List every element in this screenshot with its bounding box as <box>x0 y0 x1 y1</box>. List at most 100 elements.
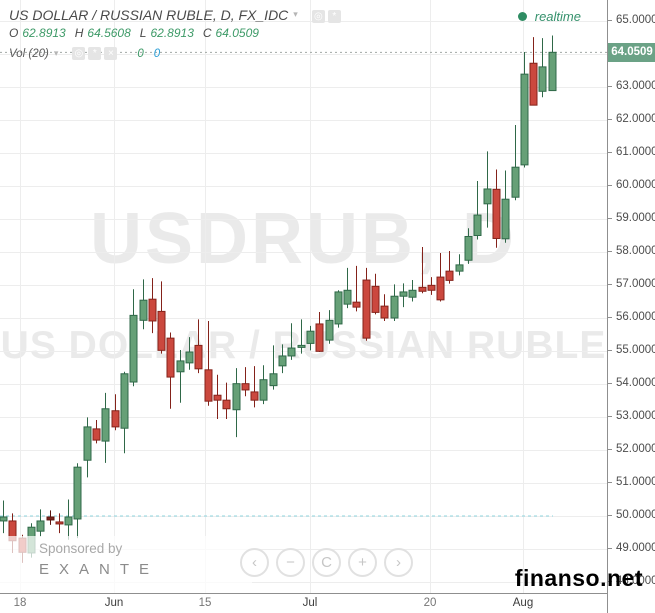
candle-down <box>436 276 445 301</box>
volume-label[interactable]: Vol (20) <box>9 47 49 60</box>
symbol-title[interactable]: US DOLLAR / RUSSIAN RUBLE, D, FX_IDC <box>9 6 289 23</box>
candle-down <box>46 516 55 521</box>
candle-down <box>148 298 157 322</box>
sponsor-logo[interactable]: EXANTE <box>39 561 160 578</box>
vol-remove-button[interactable]: × <box>104 47 118 60</box>
candle-down <box>204 369 213 402</box>
chart-plot-area[interactable]: USDRUB, D US DOLLAR / RUSSIAN RUBLE US D… <box>0 0 607 593</box>
candle-up <box>64 516 73 526</box>
candle-up <box>185 351 194 364</box>
candle-up <box>36 520 45 532</box>
price-axis-label: 62.0000 <box>608 113 655 125</box>
candle-up <box>334 291 343 325</box>
volume-ma-value: 0 <box>153 47 161 60</box>
candle-down <box>427 284 436 291</box>
price-axis-label: 60.0000 <box>608 179 655 191</box>
toggle-visibility-button[interactable]: ◎ <box>311 10 325 23</box>
plus-icon: + <box>358 554 367 571</box>
realtime-dot-icon <box>517 12 527 21</box>
candle-up <box>520 73 529 166</box>
candle-up <box>548 51 557 92</box>
realtime-status: realtime <box>517 9 581 24</box>
price-axis[interactable]: 64.0509 65.0000 63.0000 62.0000 61.0000 60.0… <box>607 0 655 613</box>
high-label: H <box>74 26 84 40</box>
candle-up <box>511 166 520 198</box>
price-axis-label: 53.0000 <box>608 410 655 422</box>
candle-down <box>380 305 389 319</box>
candlestick-canvas[interactable] <box>0 0 607 593</box>
candle-down <box>362 279 371 339</box>
volume-value: 0 <box>137 47 144 60</box>
price-axis-label: 65.0000 <box>608 14 655 26</box>
price-axis-label: 58.0000 <box>608 245 655 257</box>
ohlc-row: O 62.8913 H 64.5608 L 62.8913 C 64.0509 <box>9 26 341 40</box>
price-axis-label: 55.0000 <box>608 344 655 356</box>
visibility-icon: ◎ <box>74 48 84 59</box>
candle-down <box>194 344 203 370</box>
candle-up <box>101 408 110 442</box>
realtime-label: realtime <box>534 9 581 24</box>
candle-up <box>259 379 268 401</box>
candle-down <box>213 394 222 401</box>
chevron-left-icon: ‹ <box>252 554 257 571</box>
zoom-in-button[interactable]: + <box>348 548 377 577</box>
low-label: L <box>139 26 147 40</box>
zoom-out-button[interactable]: − <box>276 548 305 577</box>
candle-down <box>250 391 259 401</box>
price-axis-label: 59.0000 <box>608 212 655 224</box>
candle-down <box>492 188 501 239</box>
visibility-icon: ◎ <box>313 11 323 22</box>
candle-down <box>418 286 427 292</box>
candle-down <box>92 428 101 441</box>
candle-up <box>287 347 296 357</box>
time-axis-label: Jul <box>302 597 318 609</box>
current-price-badge: 64.0509 <box>608 42 655 62</box>
candle-down <box>315 323 324 352</box>
price-axis-label: 50.0000 <box>608 509 655 521</box>
candle-up <box>0 516 8 522</box>
candle-up <box>306 330 315 344</box>
candle-down <box>111 410 120 428</box>
minus-icon: − <box>286 554 295 571</box>
close-value: 64.0509 <box>215 26 259 40</box>
scroll-right-button[interactable]: › <box>384 548 413 577</box>
candle-up <box>473 214 482 236</box>
time-axis-label: Aug <box>512 597 534 609</box>
close-label: C <box>202 26 212 40</box>
candle-up <box>464 235 473 261</box>
candle-up <box>390 295 399 319</box>
price-axis-label: 48.0000 <box>608 575 655 587</box>
candle-up <box>73 466 82 520</box>
chart-nav-controls: ‹ − C + › <box>240 548 413 577</box>
vol-settings-button[interactable]: * <box>88 47 102 60</box>
open-value: 62.8913 <box>22 26 66 40</box>
chevron-right-icon: › <box>396 554 401 571</box>
candle-up <box>483 188 492 205</box>
site-watermark: finanso.net <box>514 565 643 591</box>
price-axis-label: 52.0000 <box>608 443 655 455</box>
candle-up <box>120 373 129 429</box>
time-axis[interactable]: 18 Jun 15 Jul 20 Aug <box>0 593 607 613</box>
price-axis-label: 54.0000 <box>608 377 655 389</box>
vol-visibility-button[interactable]: ◎ <box>72 47 86 60</box>
reset-chart-button[interactable]: C <box>312 548 341 577</box>
candle-down <box>241 383 250 391</box>
candle-up <box>297 344 306 348</box>
candle-down <box>157 310 166 351</box>
price-axis-label: 57.0000 <box>608 278 655 290</box>
price-axis-label: 61.0000 <box>608 146 655 158</box>
time-axis-label: 15 <box>198 597 212 609</box>
candle-up <box>455 264 464 272</box>
time-axis-label: 18 <box>13 597 27 609</box>
candle-down <box>222 399 231 410</box>
chevron-down-icon[interactable]: ▾ <box>293 9 298 19</box>
candle-up <box>176 360 185 373</box>
chevron-down-icon[interactable]: ▾ <box>53 48 59 58</box>
scroll-left-button[interactable]: ‹ <box>240 548 269 577</box>
candle-up <box>399 291 408 297</box>
candle-up <box>232 383 241 411</box>
low-value: 62.8913 <box>150 26 194 40</box>
volume-indicator-row: Vol (20) ▾ ◎ * × 0 0 <box>9 47 341 60</box>
series-settings-button[interactable]: * <box>327 10 341 23</box>
candle-up <box>501 198 510 240</box>
